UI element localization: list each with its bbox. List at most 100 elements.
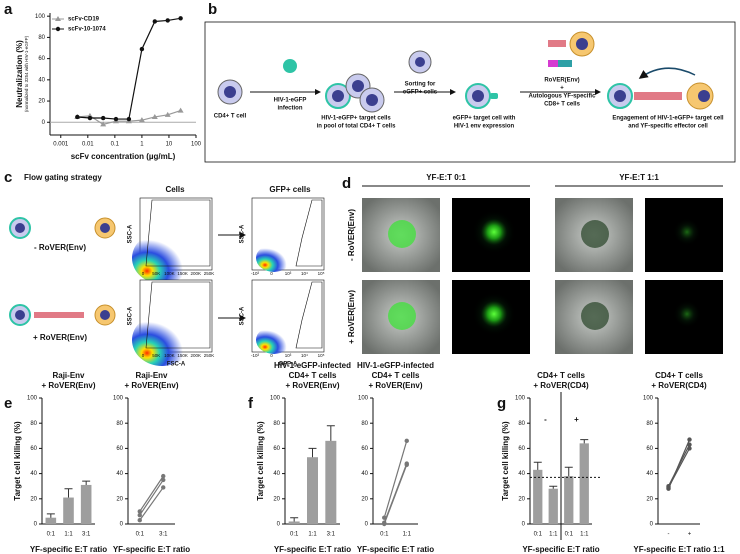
x-axis-label: GFP-A xyxy=(279,362,298,368)
series-line xyxy=(139,475,164,512)
y-tick-label: 40 xyxy=(273,471,280,477)
x-tick-label: 0:1 xyxy=(290,532,299,538)
env xyxy=(490,93,498,99)
flow-tick: 150K xyxy=(177,353,188,358)
error-bar xyxy=(64,488,73,498)
panel-letter: d xyxy=(342,175,351,192)
point xyxy=(137,518,142,523)
y-axis-label: Target cell killing (%) xyxy=(501,421,510,501)
nucleus xyxy=(366,94,378,106)
y-axis-sublabel: (normalized to 3254 with HIV-1-eGFP) xyxy=(24,35,29,112)
error-bar xyxy=(549,485,558,489)
series-line xyxy=(667,444,691,487)
x-tick-label: 0.01 xyxy=(82,142,94,148)
x-tick-label: 3:1 xyxy=(82,532,91,538)
series-line xyxy=(139,487,164,521)
step-label: + xyxy=(560,86,564,92)
x-axis-label: YF-specific E:T ratio xyxy=(113,545,190,554)
x-tick-label: 1:1 xyxy=(403,532,412,538)
x-axis-label: YF-specific E:T ratio xyxy=(30,545,107,554)
group-label: + xyxy=(574,415,579,424)
panel-letter: g xyxy=(497,395,506,412)
x-axis-label: FSC-A xyxy=(167,362,186,368)
nucleus xyxy=(15,223,25,233)
series-line xyxy=(667,448,691,488)
chart-title: HIV-1-eGFP-infected xyxy=(357,361,434,370)
bar xyxy=(45,517,57,524)
rover xyxy=(548,60,558,67)
y-tick-label: 20 xyxy=(116,496,123,502)
rover xyxy=(548,40,566,47)
y-tick-label: 100 xyxy=(27,396,38,402)
flow-tick: 10³ xyxy=(285,353,292,358)
flow-density xyxy=(132,314,192,366)
chart-title: CD4+ T cells xyxy=(655,371,703,380)
step-label: CD8+ T cells xyxy=(544,102,581,108)
panel-letter: f xyxy=(248,395,254,412)
x-tick-label: 10 xyxy=(166,142,173,148)
bar xyxy=(288,521,300,524)
bar xyxy=(307,457,318,524)
chart-title: Raji-Env xyxy=(52,371,85,380)
x-axis-label: scFv concentration (µg/mL) xyxy=(71,152,176,161)
flow-column: GFP+ cells xyxy=(269,185,311,194)
gate xyxy=(145,199,211,267)
step-label: and YF-specific effector cell xyxy=(628,124,708,130)
gate xyxy=(295,199,323,267)
point xyxy=(404,438,409,444)
y-axis-label: SSC-A xyxy=(240,224,246,243)
flow-tick: 100K xyxy=(164,353,175,358)
y-tick-label: 20 xyxy=(273,496,280,502)
flow-tick: 10⁴ xyxy=(301,353,308,358)
x-tick-label: 0:1 xyxy=(380,532,389,538)
nucleus xyxy=(100,223,110,233)
flow-tick: -10³ xyxy=(251,271,260,276)
flow-tick: 150K xyxy=(177,271,188,276)
flow-tick: 10³ xyxy=(285,271,292,276)
x-tick-label: 1:1 xyxy=(64,532,73,538)
nucleus xyxy=(415,57,425,67)
bar xyxy=(564,476,574,524)
flow-tick: 200K xyxy=(191,353,202,358)
cell-cluster xyxy=(581,302,609,330)
flow-tick: 50K xyxy=(152,353,160,358)
bar xyxy=(325,440,337,524)
y-tick-label: 0 xyxy=(34,522,38,528)
point xyxy=(178,16,183,21)
y-tick-label: 100 xyxy=(515,396,526,402)
y-tick-label: 60 xyxy=(116,446,123,452)
x-axis-label: YF-specific E:T ratio 1:1 xyxy=(633,545,725,554)
step-label: Engagement of HIV-1-eGFP+ target cell xyxy=(612,116,724,122)
y-tick-label: 100 xyxy=(270,396,281,402)
error-bar xyxy=(533,461,542,470)
flow-tick: 0 xyxy=(270,353,273,358)
y-tick-label: 40 xyxy=(38,77,45,83)
y-axis-label: SSC-A xyxy=(240,306,246,325)
flow-row: + RoVER(Env) xyxy=(33,333,87,342)
chart-title: CD4+ T cells xyxy=(289,371,337,380)
y-tick-label: 20 xyxy=(361,496,368,502)
flow-density xyxy=(256,326,292,354)
panel-letter: b xyxy=(208,1,217,18)
x-tick-label: 3:1 xyxy=(159,532,168,538)
virus xyxy=(283,59,297,73)
legend-label: scFv-10-1074 xyxy=(68,27,106,33)
chart-title: + RoVER(CD4) xyxy=(651,381,707,390)
series-line xyxy=(139,479,164,516)
gate xyxy=(145,281,211,349)
chart-title: + RoVER(CD4) xyxy=(533,381,589,390)
error-bar xyxy=(46,513,55,518)
y-tick-label: 80 xyxy=(518,421,525,427)
y-tick-label: 60 xyxy=(646,446,653,452)
y-tick-label: 60 xyxy=(518,446,525,452)
y-tick-label: 80 xyxy=(646,421,653,427)
x-tick-label: 0:1 xyxy=(565,532,574,538)
nucleus xyxy=(332,90,344,102)
rover-bridge xyxy=(634,92,682,100)
x-axis-label: YF-specific E:T ratio xyxy=(357,545,434,554)
chart-title: + RoVER(Env) xyxy=(41,381,95,390)
flow-tick: 250K xyxy=(204,271,215,276)
microscopy-d: YF-E:T 0:1 YF-E:T 1:1 - RoVER(Env) + RoVER(… xyxy=(347,173,723,354)
